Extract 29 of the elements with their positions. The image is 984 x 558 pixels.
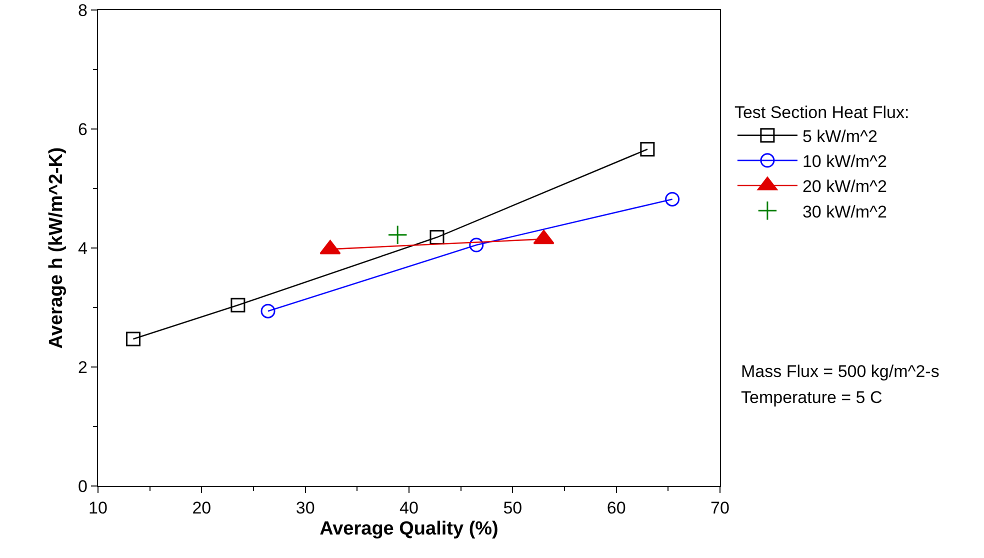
y-tick-label: 0	[78, 476, 88, 496]
point	[230, 298, 246, 312]
point	[665, 192, 680, 206]
legend-title: Test Section Heat Flux:	[734, 102, 910, 122]
text: Mass Flux = 500 kg/m^2-s	[741, 362, 940, 381]
legend-label: 20 kW/m^2	[802, 177, 887, 196]
legend-label: 5 kW/m^2	[802, 126, 878, 146]
x-tick-label: 10	[88, 498, 108, 518]
y-axis-title: Average h (kW/m^2-K)	[46, 147, 67, 349]
x-tick-label: 50	[503, 498, 522, 518]
y-tick-label: 2	[78, 358, 88, 377]
point	[640, 142, 655, 156]
legend-label: 10 kW/m^2	[802, 152, 887, 172]
x-tick-label: 20	[192, 498, 212, 518]
x-tick-label: 30	[296, 498, 315, 518]
y-tick-label: 6	[78, 120, 88, 139]
x-axis-title: Average Quality (%)	[320, 518, 498, 540]
point	[260, 304, 276, 318]
point	[126, 332, 140, 346]
text: Temperature = 5 C	[741, 388, 882, 407]
y-tick-label: 4	[78, 238, 88, 258]
y-tick-label: 8	[78, 0, 88, 20]
point	[469, 238, 484, 252]
x-tick-label: 70	[710, 498, 730, 518]
point	[430, 230, 444, 245]
x-tick-label: 40	[400, 498, 418, 518]
x-tick-label: 60	[606, 498, 626, 518]
legend-label: 30 kW/m^2	[802, 202, 887, 222]
point	[388, 225, 408, 245]
